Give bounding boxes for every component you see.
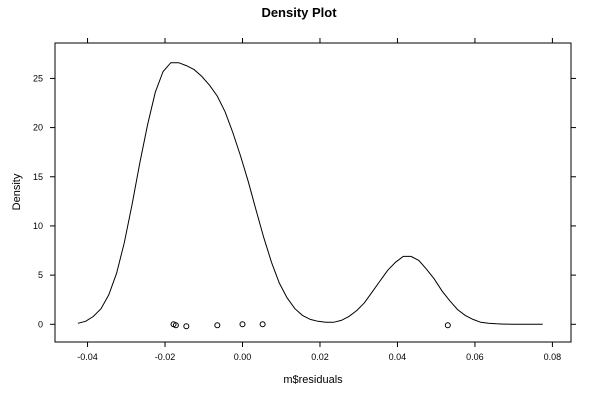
residual-point [444,322,451,329]
x-tick-label: 0.06 [466,352,484,362]
y-axis-label: Density [11,173,23,210]
x-tick-label: 0.08 [544,352,562,362]
x-axis: -0.04 -0.02 0.00 0.02 0.04 0.06 0.08 [77,38,561,362]
x-tick-label: -0.04 [77,352,98,362]
residual-point [172,322,179,329]
residual-point [259,321,266,328]
x-tick-label: 0.04 [389,352,407,362]
x-tick-label: 0.00 [234,352,252,362]
x-axis-label: m$residuals [283,374,343,386]
y-tick-label: 10 [33,221,43,231]
x-tick-label: -0.02 [155,352,176,362]
y-tick-label: 20 [33,123,43,133]
y-tick-label: 15 [33,172,43,182]
density-curve [77,62,543,325]
y-tick-label: 5 [38,270,43,280]
y-tick-label: 25 [33,73,43,83]
rug-points [170,321,451,330]
x-tick-label: 0.02 [311,352,329,362]
residual-point [214,322,221,329]
y-tick-label: 0 [38,319,43,329]
residual-point [183,323,190,330]
plot-frame [54,42,572,343]
y-axis: 0 5 10 15 20 25 [33,73,576,329]
residual-point [239,321,246,328]
chart-title: Density Plot [261,5,337,20]
